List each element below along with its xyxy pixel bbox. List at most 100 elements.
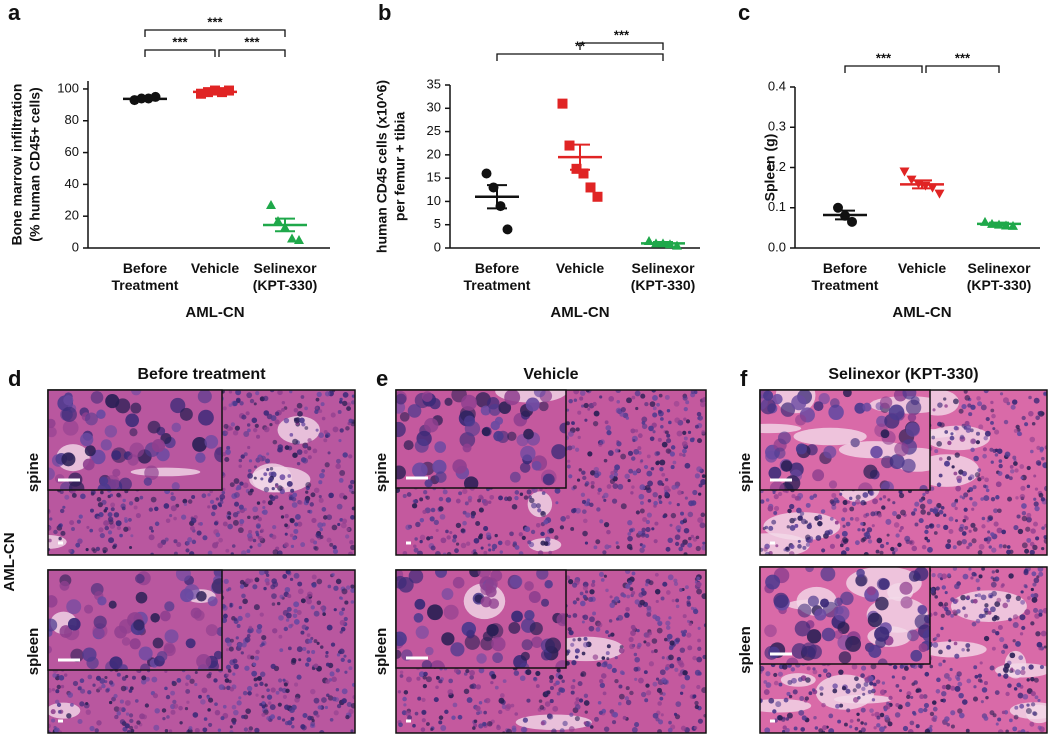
cell-nucleus <box>610 595 613 598</box>
cell-nucleus <box>284 418 289 423</box>
cell-nucleus <box>868 539 872 543</box>
cell-nucleus <box>297 582 302 587</box>
cell-nucleus <box>190 526 195 531</box>
cell-nucleus <box>1005 474 1010 479</box>
cell-nucleus <box>304 618 309 623</box>
cell-nucleus <box>537 508 541 512</box>
cell-nucleus <box>549 528 554 533</box>
cell-nucleus <box>989 595 992 598</box>
cell-nucleus <box>314 639 318 643</box>
x-tick-label: Selinexor (KPT-330) <box>242 260 328 294</box>
cell-nucleus <box>172 700 176 704</box>
cell-nucleus <box>884 715 889 720</box>
cell-nucleus <box>934 531 938 535</box>
cell-nucleus <box>937 402 943 408</box>
cell-nucleus <box>696 589 702 595</box>
cell-nucleus <box>513 541 517 545</box>
cell-nucleus <box>855 499 860 504</box>
cell-nucleus <box>963 574 969 580</box>
cell-nucleus <box>888 696 892 700</box>
cell-nucleus <box>883 495 886 498</box>
cell-nucleus <box>292 439 298 445</box>
cell-nucleus <box>675 638 680 643</box>
cell-nucleus <box>228 680 231 683</box>
tissue-space <box>834 695 892 704</box>
cell-nucleus <box>294 408 299 413</box>
cell-nucleus <box>350 480 355 485</box>
cell-nucleus <box>342 688 348 694</box>
cell-nucleus <box>398 690 401 693</box>
cell-nucleus <box>310 502 314 506</box>
cell-nucleus <box>674 582 678 586</box>
cell-nucleus <box>234 492 240 498</box>
cell-nucleus <box>805 564 814 573</box>
cell-nucleus <box>984 636 989 641</box>
cell-nucleus <box>232 544 236 548</box>
cell-nucleus <box>666 547 671 552</box>
cell-nucleus <box>171 492 174 495</box>
cell-nucleus <box>605 630 609 634</box>
cell-nucleus <box>426 496 430 500</box>
cell-nucleus <box>686 419 690 423</box>
cell-nucleus <box>896 684 900 688</box>
cell-nucleus <box>677 490 682 495</box>
cell-nucleus <box>943 397 946 400</box>
cell-nucleus <box>657 628 663 634</box>
cell-nucleus <box>1024 549 1029 554</box>
cell-nucleus <box>1031 588 1034 591</box>
cell-nucleus <box>87 690 91 694</box>
cell-nucleus <box>305 491 308 494</box>
cell-nucleus <box>1013 461 1018 466</box>
cell-nucleus <box>547 714 553 720</box>
cell-nucleus <box>129 546 132 549</box>
cell-nucleus <box>978 674 982 678</box>
cell-nucleus <box>628 479 631 482</box>
cell-nucleus <box>179 721 182 724</box>
cell-nucleus <box>256 677 260 681</box>
cell-nucleus <box>842 686 846 690</box>
cell-nucleus <box>237 700 242 705</box>
x-tick-label: Vehicle <box>879 260 965 277</box>
cell-nucleus <box>266 574 269 577</box>
cell-nucleus <box>922 545 927 550</box>
cell-nucleus <box>880 544 884 548</box>
cell-nucleus <box>229 604 232 607</box>
cell-nucleus <box>621 503 627 509</box>
cell-nucleus <box>881 456 893 468</box>
cell-nucleus <box>1020 486 1025 491</box>
cell-nucleus <box>340 630 343 633</box>
cell-nucleus <box>680 512 684 516</box>
cell-nucleus <box>580 390 586 396</box>
cell-nucleus <box>258 457 262 461</box>
cell-nucleus <box>89 529 93 533</box>
cell-nucleus <box>880 689 886 695</box>
cell-nucleus <box>923 708 927 712</box>
cell-nucleus <box>282 718 285 721</box>
cell-nucleus <box>311 518 316 523</box>
cell-nucleus <box>601 673 607 679</box>
cell-nucleus <box>471 683 477 689</box>
cell-nucleus <box>655 589 661 595</box>
cell-nucleus <box>960 495 963 498</box>
cell-nucleus <box>688 431 691 434</box>
cell-nucleus <box>782 664 788 670</box>
cell-nucleus <box>657 701 662 706</box>
cell-nucleus <box>61 685 64 688</box>
cell-nucleus <box>983 447 987 451</box>
cell-nucleus <box>398 722 403 727</box>
cell-nucleus <box>108 512 113 517</box>
cell-nucleus <box>110 494 113 497</box>
cell-nucleus <box>1010 465 1014 469</box>
cell-nucleus <box>680 647 685 652</box>
cell-nucleus <box>835 521 839 525</box>
cell-nucleus <box>646 471 652 477</box>
data-point <box>935 190 945 199</box>
cell-nucleus <box>990 666 995 671</box>
cell-nucleus <box>956 671 961 676</box>
cell-nucleus <box>284 682 288 686</box>
cell-nucleus <box>272 602 275 605</box>
cell-nucleus <box>683 614 687 618</box>
cell-nucleus <box>999 459 1003 463</box>
row-label: spine <box>737 453 754 492</box>
cell-nucleus <box>913 680 918 685</box>
